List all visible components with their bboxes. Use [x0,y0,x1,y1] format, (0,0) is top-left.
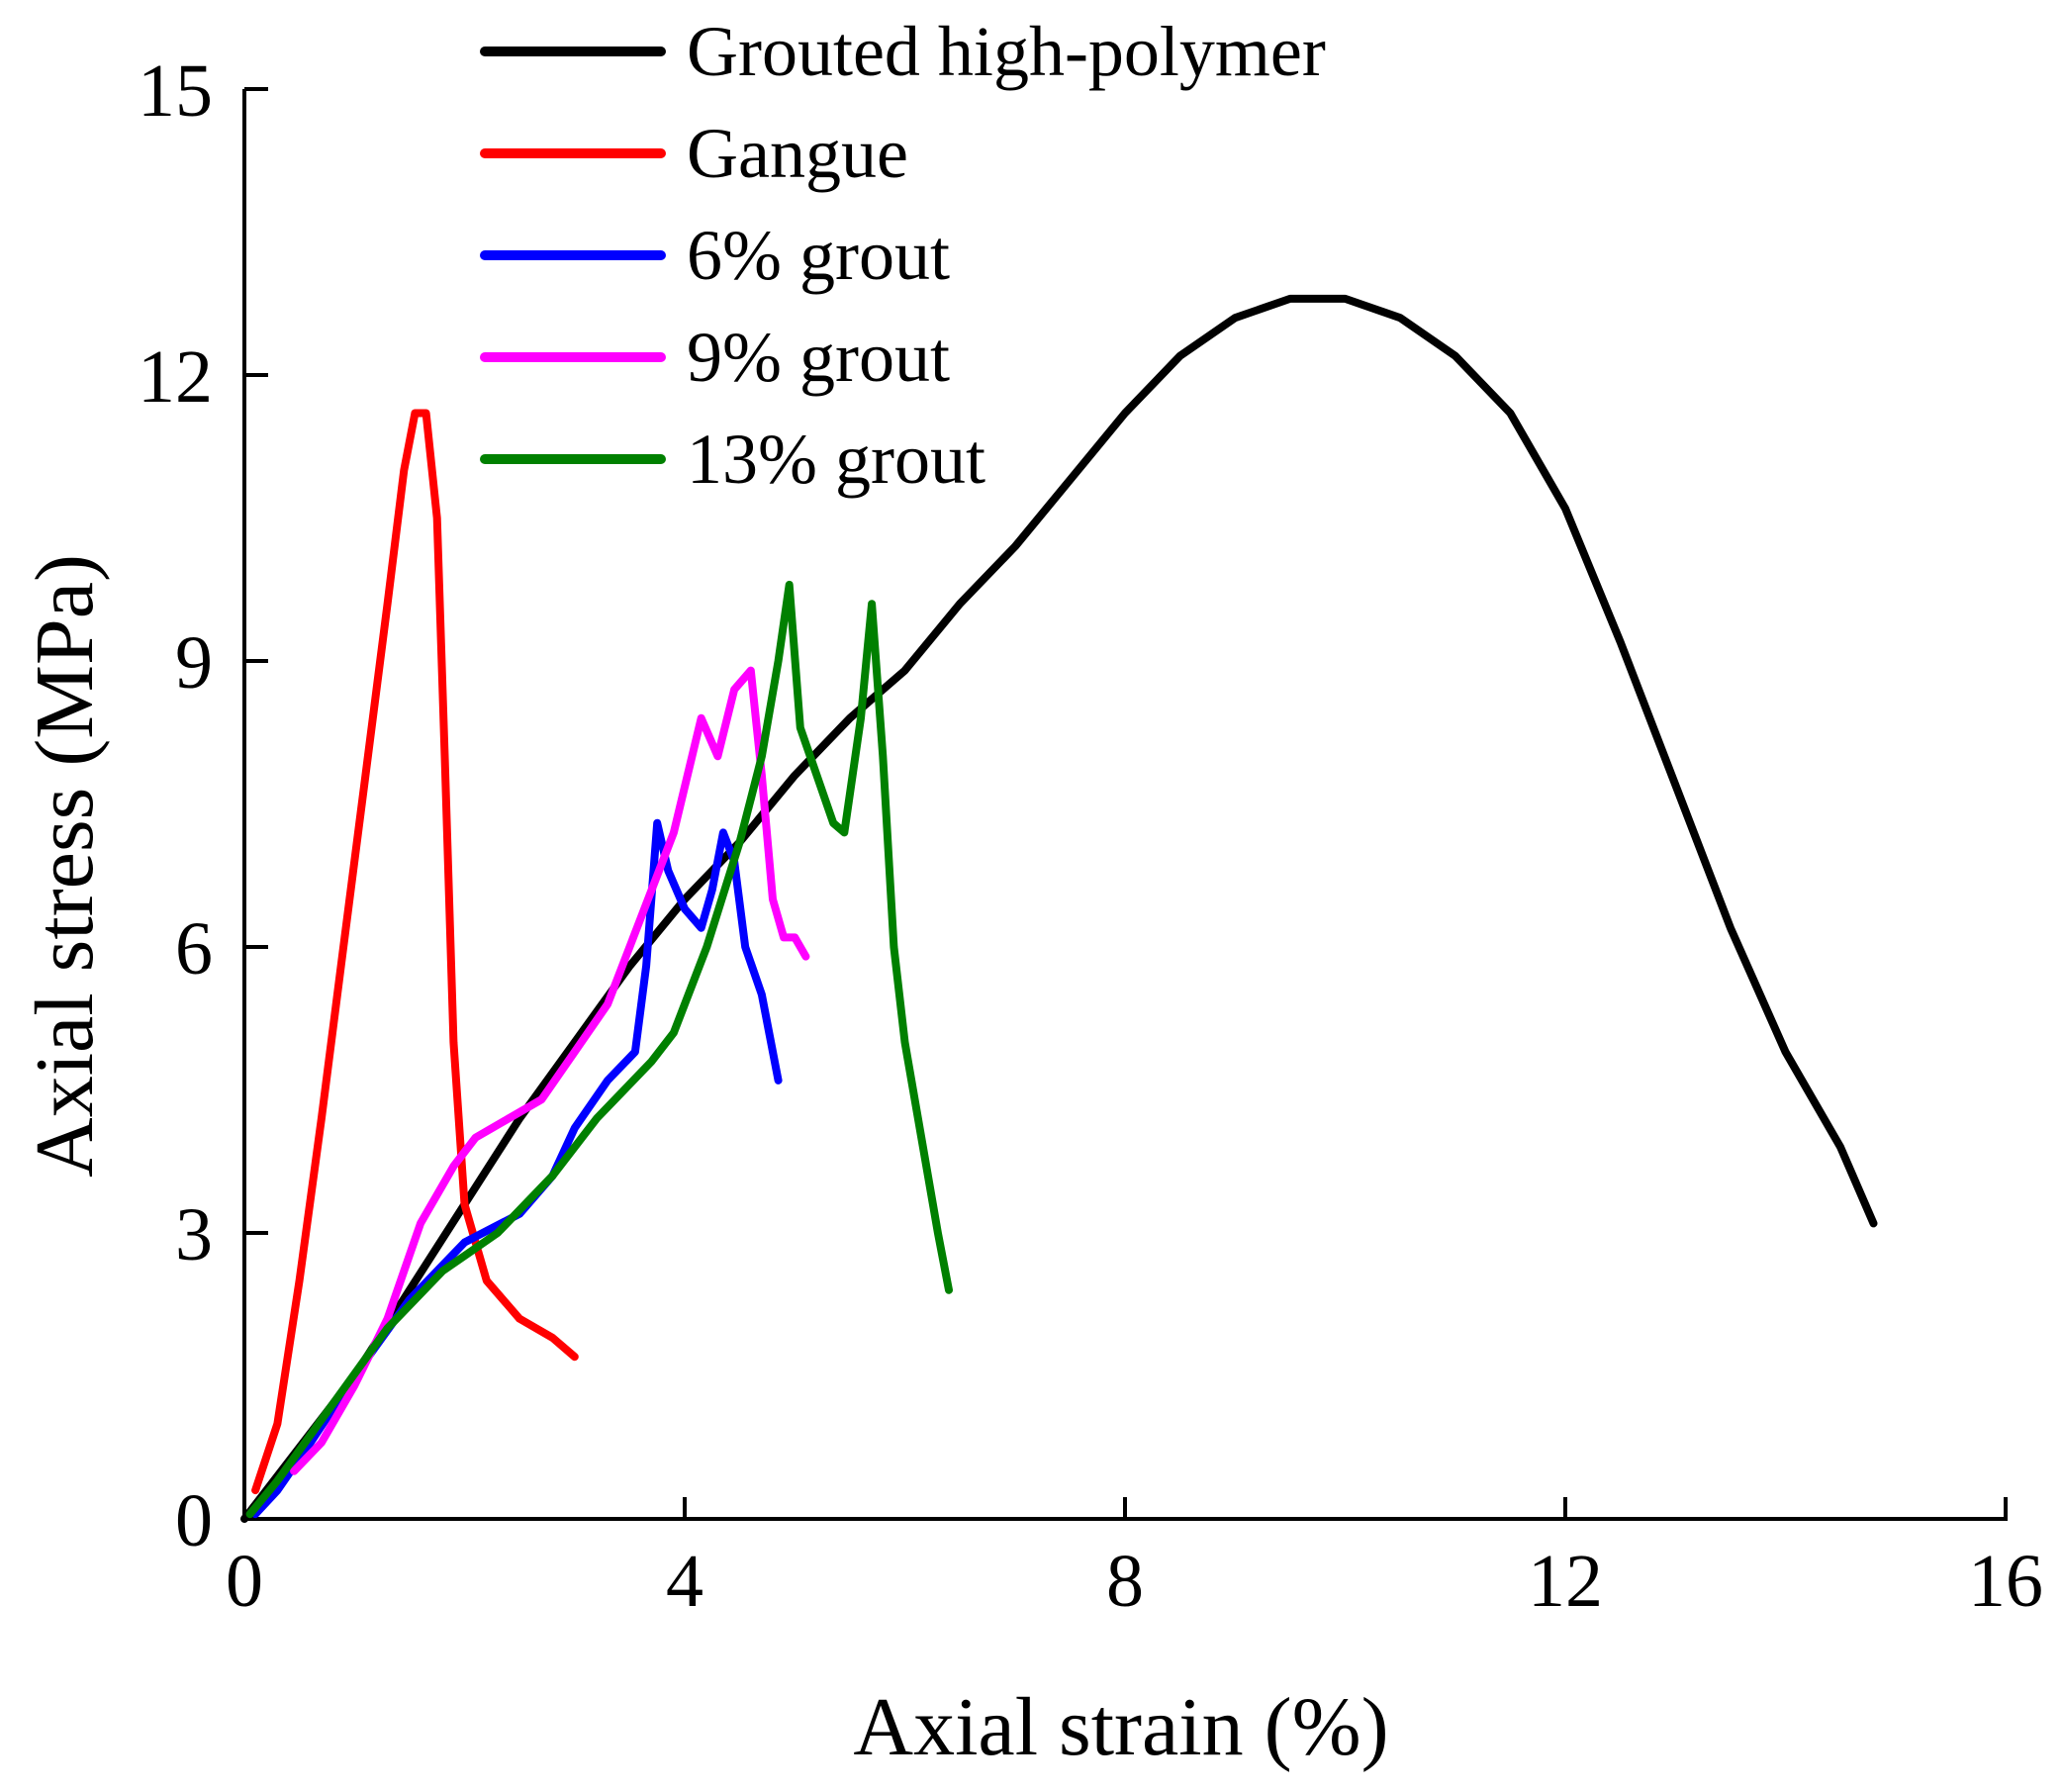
series-line-3 [290,666,810,1475]
legend: Grouted high-polymer Gangue 6% grout 9% gro… [480,12,1326,499]
legend-label-0: Grouted high-polymer [687,12,1326,91]
y-tick-label: 12 [138,335,213,419]
y-axis-title: Axial stress (MPa) [19,554,111,1178]
legend-label-1: Gangue [687,114,908,193]
series-line-4 [245,580,953,1519]
x-tick-label: 8 [1106,1540,1144,1623]
axes: 0 4 8 12 16 0 3 6 9 12 15 [138,49,2043,1623]
y-tick-label: 3 [175,1193,213,1276]
y-tick-label: 9 [175,621,213,705]
series-line-0 [240,294,1878,1523]
x-tick-label: 16 [1968,1540,2043,1623]
x-tick-label: 12 [1528,1540,1603,1623]
x-tick-label: 4 [666,1540,703,1623]
series-layer [240,294,1878,1523]
y-tick-label: 0 [175,1479,213,1562]
legend-label-4: 13% grout [687,420,985,499]
y-tick-label: 6 [175,907,213,990]
series-line-1 [251,409,579,1495]
legend-label-3: 9% grout [687,318,950,397]
y-tick-label: 15 [138,49,213,133]
x-axis-title: Axial strain (%) [853,1681,1388,1773]
legend-label-2: 6% grout [687,216,950,295]
x-tick-label: 0 [226,1540,263,1623]
series-line-2 [251,818,783,1519]
